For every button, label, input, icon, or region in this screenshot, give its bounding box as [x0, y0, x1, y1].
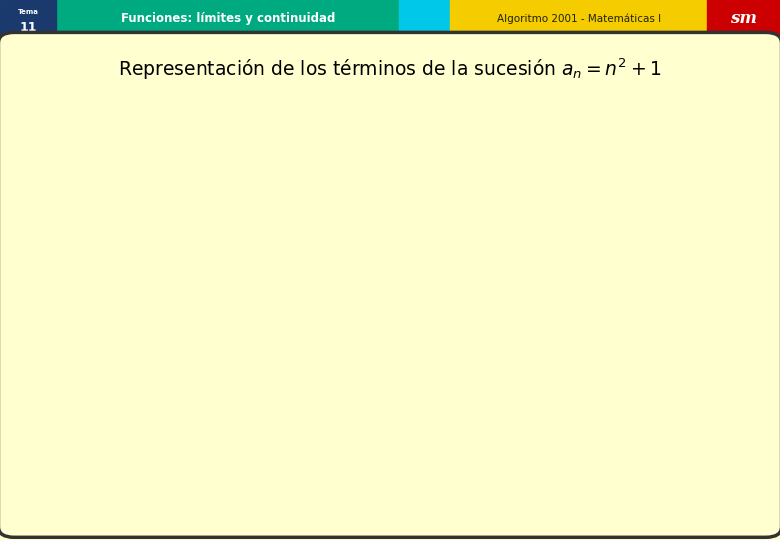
Text: Representación de los términos de la sucesión $a_n = n^2 + 1$: Representación de los términos de la suc… [119, 57, 661, 82]
Text: Funciones: límites y continuidad: Funciones: límites y continuidad [121, 12, 335, 25]
Text: IMAGEN FINAL: IMAGEN FINAL [576, 503, 683, 516]
Text: 11: 11 [20, 21, 37, 35]
Bar [0, 0, 56, 37]
Text: $a_{50}$: $a_{50}$ [393, 242, 423, 375]
Text: sm: sm [730, 10, 757, 27]
Bar [707, 0, 780, 37]
Bar [399, 0, 450, 37]
Text: Tema: Tema [18, 9, 38, 15]
Text: $a_{90}$: $a_{90}$ [658, 168, 686, 240]
Bar [56, 0, 399, 37]
Bar [450, 0, 707, 37]
Text: $a_5$: $a_5$ [106, 367, 126, 471]
Text: $a_{20}$: $a_{20}$ [201, 351, 229, 457]
Text: Algoritmo 2001 - Matemáticas I: Algoritmo 2001 - Matemáticas I [497, 13, 661, 24]
